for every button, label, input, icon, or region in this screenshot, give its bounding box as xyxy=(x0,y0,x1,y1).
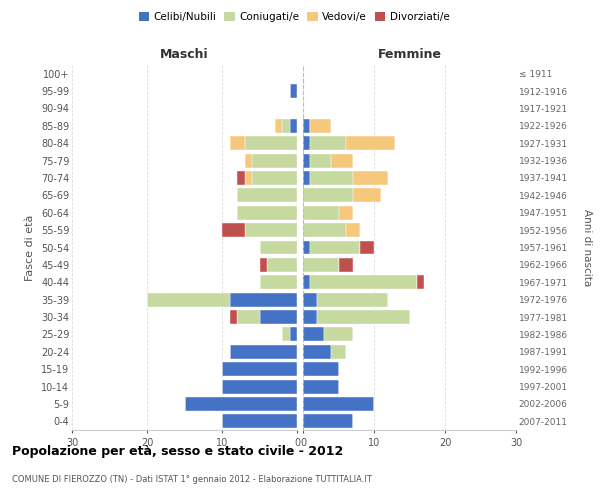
Bar xyxy=(245,154,252,168)
Bar xyxy=(260,258,267,272)
Title: Femmine: Femmine xyxy=(377,48,442,61)
Bar xyxy=(303,397,374,411)
Bar xyxy=(229,136,245,150)
Bar xyxy=(282,328,290,342)
Bar xyxy=(317,310,410,324)
Bar xyxy=(237,171,245,185)
Bar xyxy=(303,380,338,394)
Bar xyxy=(303,258,338,272)
Y-axis label: Fasce di età: Fasce di età xyxy=(25,214,35,280)
Bar xyxy=(303,171,310,185)
Title: Maschi: Maschi xyxy=(160,48,209,61)
Bar xyxy=(252,154,297,168)
Bar xyxy=(290,328,297,342)
Bar xyxy=(346,223,360,237)
Bar xyxy=(310,171,353,185)
Bar xyxy=(290,119,297,133)
Bar xyxy=(353,188,381,202)
Bar xyxy=(252,171,297,185)
Bar xyxy=(303,188,353,202)
Bar xyxy=(237,310,260,324)
Y-axis label: Anni di nascita: Anni di nascita xyxy=(582,209,592,286)
Bar xyxy=(303,206,338,220)
Bar xyxy=(310,119,331,133)
Bar xyxy=(245,223,297,237)
Bar xyxy=(325,328,353,342)
Bar xyxy=(310,240,360,254)
Text: COMUNE DI FIEROZZO (TN) - Dati ISTAT 1° gennaio 2012 - Elaborazione TUTTITALIA.I: COMUNE DI FIEROZZO (TN) - Dati ISTAT 1° … xyxy=(12,476,372,484)
Bar xyxy=(147,292,229,306)
Bar xyxy=(310,136,346,150)
Bar xyxy=(245,136,297,150)
Bar xyxy=(229,345,297,358)
Bar xyxy=(260,276,297,289)
Bar xyxy=(303,240,310,254)
Bar xyxy=(416,276,424,289)
Bar xyxy=(260,310,297,324)
Text: Popolazione per età, sesso e stato civile - 2012: Popolazione per età, sesso e stato civil… xyxy=(12,445,343,458)
Bar xyxy=(260,240,297,254)
Bar xyxy=(353,171,388,185)
Bar xyxy=(303,223,346,237)
Bar xyxy=(303,276,310,289)
Bar xyxy=(229,292,297,306)
Bar xyxy=(237,206,297,220)
Bar xyxy=(303,119,310,133)
Bar xyxy=(290,84,297,98)
Bar xyxy=(303,292,317,306)
Bar xyxy=(245,171,252,185)
Bar xyxy=(275,119,282,133)
Bar xyxy=(222,414,297,428)
Legend: Celibi/Nubili, Coniugati/e, Vedovi/e, Divorziati/e: Celibi/Nubili, Coniugati/e, Vedovi/e, Di… xyxy=(134,8,454,26)
Bar xyxy=(303,310,317,324)
Bar xyxy=(310,154,331,168)
Bar xyxy=(303,136,310,150)
Bar xyxy=(331,345,346,358)
Bar xyxy=(303,345,331,358)
Bar xyxy=(338,258,353,272)
Bar xyxy=(237,188,297,202)
Bar xyxy=(360,240,374,254)
Bar xyxy=(331,154,353,168)
Bar xyxy=(303,154,310,168)
Bar xyxy=(310,276,416,289)
Bar xyxy=(282,119,290,133)
Bar xyxy=(303,362,338,376)
Bar xyxy=(346,136,395,150)
Bar xyxy=(317,292,388,306)
Bar xyxy=(338,206,353,220)
Bar xyxy=(267,258,297,272)
Bar xyxy=(229,310,237,324)
Bar xyxy=(222,380,297,394)
Bar xyxy=(222,223,245,237)
Bar xyxy=(185,397,297,411)
Bar xyxy=(222,362,297,376)
Bar xyxy=(303,414,353,428)
Bar xyxy=(303,328,325,342)
